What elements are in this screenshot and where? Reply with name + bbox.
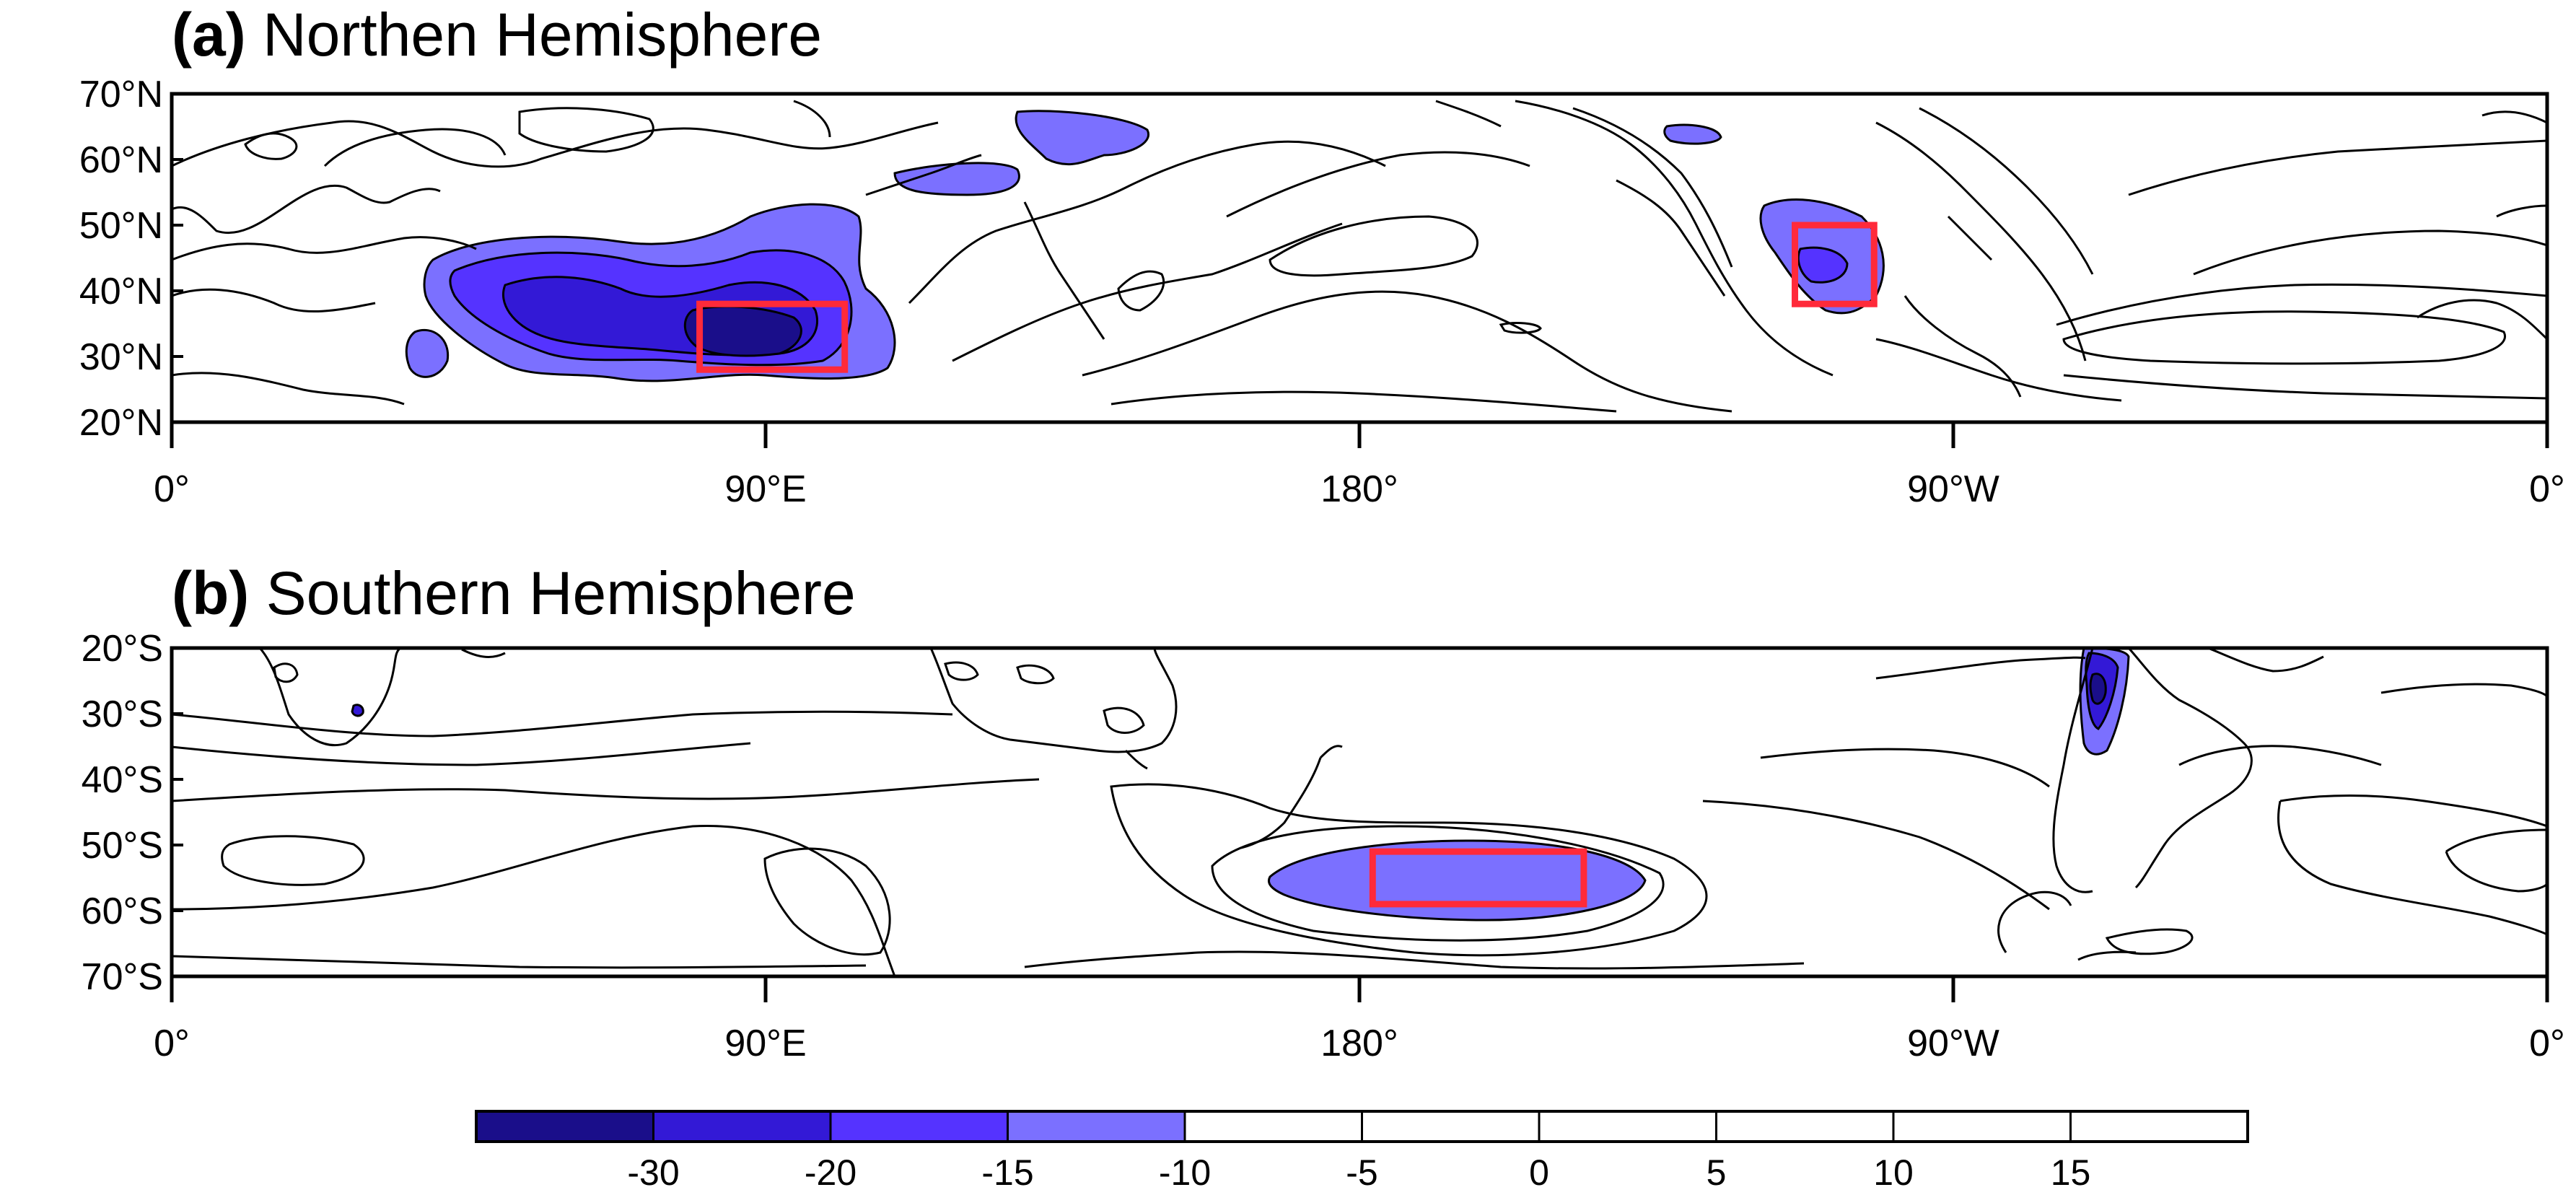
lon-tick-label: 90°W xyxy=(1907,1023,1999,1064)
colorbar-label: -20 xyxy=(805,1152,857,1193)
shade-north-america-inner xyxy=(1797,246,1849,284)
colorbar-segment xyxy=(2069,1110,2249,1143)
lat-tick-label: 70°S xyxy=(82,956,163,998)
panel-b-fields xyxy=(172,648,2547,976)
region-box xyxy=(1369,848,1587,908)
shade-south-africa xyxy=(351,704,364,717)
colorbar-segment xyxy=(1715,1110,1895,1143)
lat-tick-label: 60°N xyxy=(79,139,163,181)
panel-b-map: 20°S 30°S 40°S 50°S 60°S 70°S 0° 90°E 180° 90°W 0° xyxy=(82,628,2565,1064)
colorbar-segment xyxy=(829,1110,1009,1143)
colorbar-segment xyxy=(1538,1110,1717,1143)
shade-andes-core xyxy=(2089,673,2107,705)
lon-tick-label: 180° xyxy=(1320,1023,1398,1064)
panel-a-highlight-boxes xyxy=(696,222,1878,373)
panel-b-tag: (b) xyxy=(172,559,250,627)
shade-asia-core xyxy=(683,305,802,357)
panel-a-tag: (a) xyxy=(172,1,246,69)
shade-south-pacific xyxy=(1267,839,1647,922)
panel-a-name: Northen Hemisphere xyxy=(263,1,823,69)
shade-canada xyxy=(1663,123,1722,145)
panel-b-ticks: 20°S 30°S 40°S 50°S 60°S 70°S 0° 90°E 180° 90°W 0° xyxy=(82,628,2565,1064)
lat-tick-label: 50°N xyxy=(79,205,163,247)
panel-b-name: Southern Hemisphere xyxy=(266,559,856,627)
lon-tick-label: 0° xyxy=(2529,468,2565,510)
lon-tick-label: 90°W xyxy=(1907,468,1999,510)
panel-a-ticks: 70°N 60°N 50°N 40°N 30°N 20°N 0° 90°E 180° 90°W 0° xyxy=(79,74,2565,510)
lat-tick-label: 30°N xyxy=(79,336,163,378)
panel-b-title: (b) Southern Hemisphere xyxy=(172,563,856,623)
lat-tick-label: 50°S xyxy=(82,825,163,867)
colorbar-segment xyxy=(475,1110,654,1143)
lon-tick-label: 0° xyxy=(154,468,190,510)
colorbar-frame xyxy=(475,1110,2249,1143)
colorbar: -30 -20 -15 -10 -5 0 5 10 15 xyxy=(475,1110,2249,1193)
colorbar-label: -5 xyxy=(1346,1152,1377,1193)
lon-tick-label: 180° xyxy=(1320,468,1398,510)
lat-tick-label: 40°N xyxy=(79,271,163,312)
colorbar-segment xyxy=(1183,1110,1363,1143)
lat-tick-label: 30°S xyxy=(82,693,163,735)
colorbar-segment xyxy=(1007,1110,1186,1143)
colorbar-label: -10 xyxy=(1159,1152,1211,1193)
panel-b-highlight-boxes xyxy=(1369,848,1587,908)
colorbar-segment xyxy=(1361,1110,1541,1143)
colorbar-label: 15 xyxy=(2051,1152,2091,1193)
colorbar-label: -15 xyxy=(981,1152,1033,1193)
colorbar-label: -30 xyxy=(627,1152,679,1193)
colorbar-label: 0 xyxy=(1529,1152,1549,1193)
shade-okhotsk xyxy=(1015,110,1150,166)
lon-tick-label: 90°E xyxy=(724,468,806,510)
lon-tick-label: 0° xyxy=(154,1023,190,1064)
panel-a-title: (a) Northen Hemisphere xyxy=(172,4,822,65)
shade-nafrica xyxy=(405,328,450,378)
lat-tick-label: 20°S xyxy=(82,628,163,670)
panel-b-contours xyxy=(172,656,2547,976)
lon-tick-label: 0° xyxy=(2529,1023,2565,1064)
lat-tick-label: 60°S xyxy=(82,890,163,932)
colorbar-label: 5 xyxy=(1707,1152,1727,1193)
panel-a-map: 70°N 60°N 50°N 40°N 30°N 20°N 0° 90°E 180° 90°W 0° xyxy=(79,74,2565,510)
panel-a-coastlines xyxy=(172,100,2547,398)
lon-tick-label: 90°E xyxy=(724,1023,806,1064)
colorbar-segment xyxy=(1892,1110,2072,1143)
panel-a-contours xyxy=(172,100,2547,413)
region-box xyxy=(696,300,849,373)
panel-b-coastlines xyxy=(172,648,2324,969)
colorbar-segment xyxy=(652,1110,832,1143)
lat-tick-label: 20°N xyxy=(79,402,163,444)
panel-a-fields xyxy=(172,100,2547,413)
lat-tick-label: 40°S xyxy=(82,759,163,801)
lat-tick-label: 70°N xyxy=(79,74,163,115)
colorbar-label: 10 xyxy=(1873,1152,1914,1193)
panel-b-frame xyxy=(170,646,2549,979)
region-box xyxy=(1792,222,1878,307)
